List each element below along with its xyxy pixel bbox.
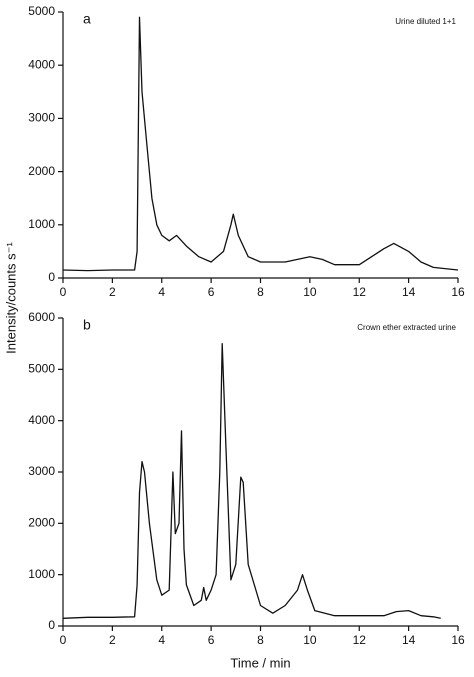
y-tick-label: 0 (48, 270, 55, 284)
y-axis-label: Intensity/counts s⁻¹ (3, 242, 18, 354)
x-tick-label: 6 (208, 633, 215, 647)
x-tick-label: 0 (60, 633, 67, 647)
x-tick-label: 2 (109, 633, 116, 647)
x-axis-label: Time / min (230, 655, 290, 670)
x-tick-label: 8 (257, 285, 264, 299)
y-tick-label: 6000 (28, 310, 55, 324)
y-tick-label: 5000 (28, 4, 55, 18)
x-tick-label: 0 (60, 285, 67, 299)
annotation: Urine diluted 1+1 (395, 17, 456, 26)
y-tick-label: 5000 (28, 362, 55, 376)
y-tick-label: 3000 (28, 111, 55, 125)
x-tick-label: 12 (353, 633, 367, 647)
x-tick-label: 6 (208, 285, 215, 299)
x-tick-label: 8 (257, 633, 264, 647)
panel-label: b (83, 317, 91, 333)
y-tick-label: 0 (48, 618, 55, 632)
trace (62, 343, 441, 619)
y-tick-label: 3000 (28, 464, 55, 478)
x-tick-label: 4 (158, 633, 165, 647)
y-tick-label: 4000 (28, 57, 55, 71)
panel-label: a (83, 11, 91, 27)
trace (62, 16, 459, 272)
x-tick-label: 12 (353, 285, 367, 299)
x-tick-label: 4 (158, 285, 165, 299)
annotation: Crown ether extracted urine (357, 323, 456, 332)
x-tick-label: 16 (451, 633, 465, 647)
x-tick-label: 14 (402, 285, 416, 299)
y-tick-label: 1000 (28, 217, 55, 231)
y-tick-label: 2000 (28, 164, 55, 178)
x-tick-label: 10 (303, 285, 317, 299)
x-tick-label: 16 (451, 285, 465, 299)
x-tick-label: 10 (303, 633, 317, 647)
x-tick-label: 2 (109, 285, 116, 299)
y-tick-label: 1000 (28, 567, 55, 581)
y-tick-label: 2000 (28, 516, 55, 530)
x-tick-label: 14 (402, 633, 416, 647)
y-tick-label: 4000 (28, 413, 55, 427)
